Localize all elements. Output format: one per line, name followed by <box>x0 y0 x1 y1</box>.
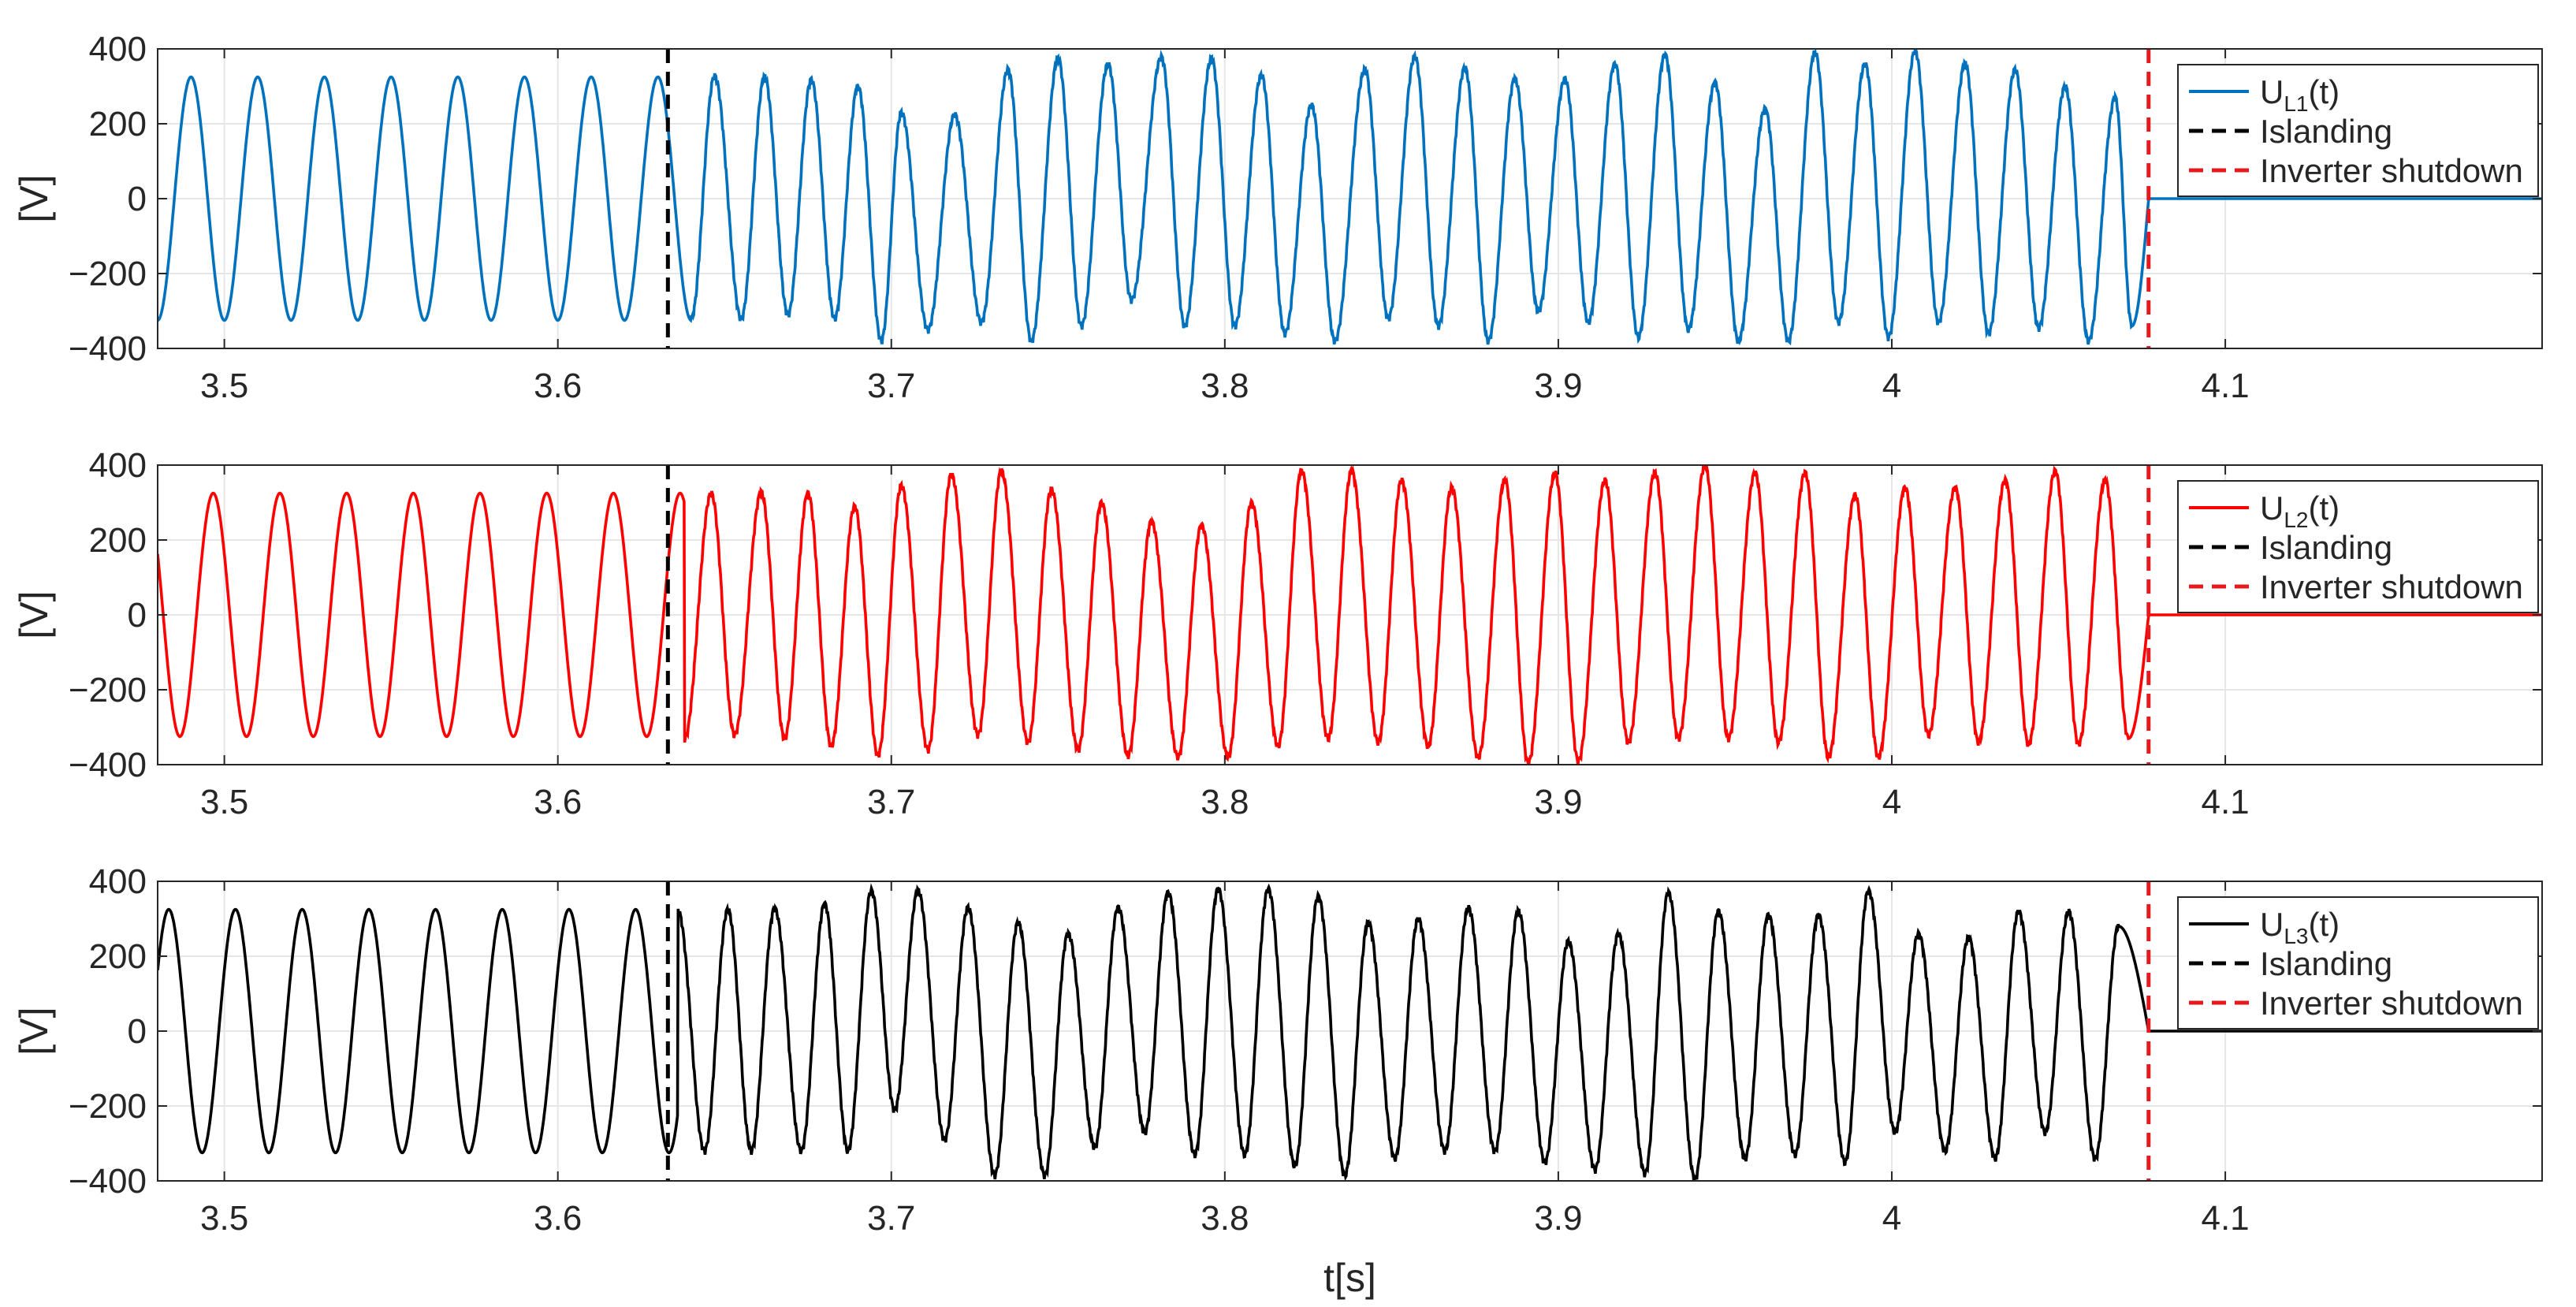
y-tick-label: 0 <box>128 596 147 635</box>
panel-UL1: 3.5 3.6 3.7 3.8 3.9 4 4.1 −400 −200 0 200 400 [V] UL1… <box>12 30 2543 405</box>
y-axis-label: [V] <box>12 174 56 222</box>
panel-UL3: 3.5 3.6 3.7 3.8 3.9 4 4.1 −400 −200 0 200 400 [V] t[s… <box>12 862 2543 1300</box>
series-line-UL3 <box>158 883 2542 1181</box>
x-tick-label: 4.1 <box>2201 1199 2249 1238</box>
y-tick-label: 400 <box>89 446 147 485</box>
series-line-UL2 <box>158 465 2542 765</box>
y-tick-label: 200 <box>89 105 147 143</box>
y-tick-label: −200 <box>69 1087 147 1126</box>
legend-name: U <box>2260 906 2284 943</box>
x-tick-label: 4 <box>1882 1199 1901 1238</box>
y-tick-label: 200 <box>89 521 147 560</box>
x-tick-label: 4.1 <box>2201 367 2249 405</box>
x-tick-label: 3.8 <box>1201 367 1249 405</box>
x-tick-label: 3.7 <box>867 783 915 821</box>
x-tick-label: 4 <box>1882 367 1901 405</box>
legend-entry: Inverter shutdown <box>2260 985 2523 1022</box>
legend-entry: UL1(t) <box>2260 73 2340 116</box>
legend-entry: UL3(t) <box>2260 906 2340 948</box>
legend-entry: Inverter shutdown <box>2260 568 2523 605</box>
legend-name: U <box>2260 490 2284 527</box>
x-tick-label: 3.5 <box>200 1199 248 1238</box>
legend-suffix: (t) <box>2309 906 2340 943</box>
x-tick-label: 3.5 <box>200 367 248 405</box>
x-tick-label: 3.7 <box>867 367 915 405</box>
x-tick-label: 3.8 <box>1201 1199 1249 1238</box>
x-axis-label: t[s] <box>1323 1256 1376 1300</box>
y-tick-label: −400 <box>69 1162 147 1201</box>
y-tick-label: 400 <box>89 30 147 69</box>
legend-subscript: L3 <box>2284 924 2308 948</box>
y-tick-label: 200 <box>89 937 147 976</box>
x-tick-label: 3.9 <box>1534 783 1582 821</box>
x-tick-label: 3.6 <box>534 1199 582 1238</box>
x-tick-label: 3.8 <box>1201 783 1249 821</box>
legend-entry: Islanding <box>2260 529 2392 566</box>
y-tick-label: −400 <box>69 330 147 368</box>
x-tick-label: 3.7 <box>867 1199 915 1238</box>
y-tick-label: 400 <box>89 862 147 901</box>
x-tick-label: 3.6 <box>534 783 582 821</box>
legend-name: U <box>2260 73 2284 110</box>
legend-suffix: (t) <box>2309 73 2340 110</box>
y-tick-label: −200 <box>69 671 147 709</box>
y-axis-label: [V] <box>12 1007 56 1055</box>
series-line-UL1 <box>158 49 2542 346</box>
legend-entry: Inverter shutdown <box>2260 152 2523 189</box>
x-tick-label: 3.9 <box>1534 367 1582 405</box>
y-axis-label: [V] <box>12 590 56 639</box>
x-tick-label: 3.6 <box>534 367 582 405</box>
y-tick-label: 0 <box>128 1012 147 1051</box>
legend-subscript: L2 <box>2284 508 2308 532</box>
legend-entry: Islanding <box>2260 945 2392 982</box>
panel-UL2: 3.5 3.6 3.7 3.8 3.9 4 4.1 −400 −200 0 200 400 [V] UL2… <box>12 446 2543 821</box>
legend-suffix: (t) <box>2309 490 2340 527</box>
x-tick-label: 3.9 <box>1534 1199 1582 1238</box>
legend-entry: UL2(t) <box>2260 490 2340 532</box>
legend-subscript: L1 <box>2284 91 2308 116</box>
y-tick-label: 0 <box>128 180 147 218</box>
y-tick-label: −200 <box>69 255 147 293</box>
x-tick-label: 4.1 <box>2201 783 2249 821</box>
x-tick-label: 4 <box>1882 783 1901 821</box>
y-tick-label: −400 <box>69 746 147 784</box>
x-tick-label: 3.5 <box>200 783 248 821</box>
legend-entry: Islanding <box>2260 113 2392 150</box>
